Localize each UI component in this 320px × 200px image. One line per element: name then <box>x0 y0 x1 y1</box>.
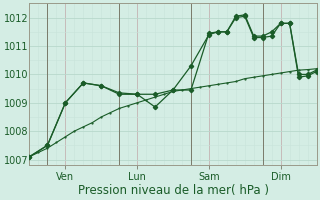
X-axis label: Pression niveau de la mer( hPa ): Pression niveau de la mer( hPa ) <box>77 184 268 197</box>
